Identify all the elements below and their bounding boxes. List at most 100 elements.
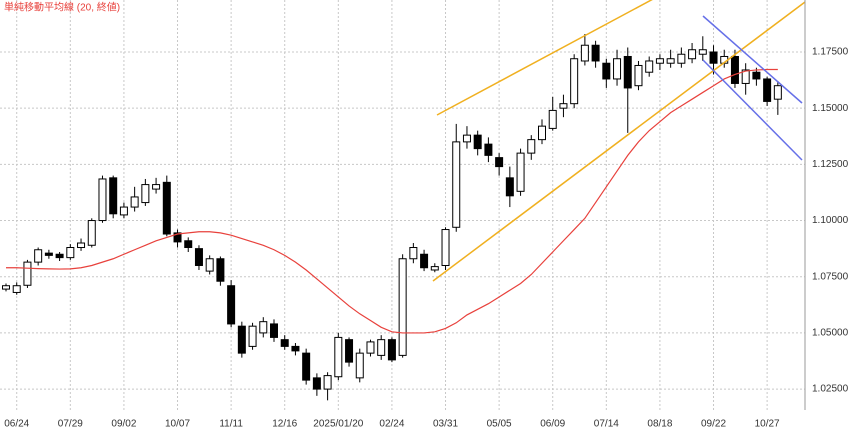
candle-body: [666, 58, 675, 64]
candle-body: [538, 125, 546, 141]
candle-body: [763, 78, 772, 102]
candle-body: [741, 69, 750, 84]
candle-body: [441, 229, 450, 266]
candle-body: [302, 352, 311, 381]
y-tick-label: 1.02500: [812, 384, 849, 395]
y-tick-label: 1.17500: [812, 47, 849, 58]
candle-body: [334, 336, 343, 378]
candle-body: [44, 252, 53, 256]
candle-body: [559, 103, 568, 109]
candle-body: [248, 325, 257, 347]
candle-body: [613, 58, 622, 80]
trend-line: [702, 15, 803, 104]
candle-body: [162, 181, 171, 235]
candle-body: [119, 206, 128, 216]
candle-body: [484, 143, 493, 156]
candle-body: [227, 285, 236, 325]
y-tick-label: 1.12500: [812, 159, 849, 170]
trend-line: [702, 59, 803, 161]
candle-body: [570, 58, 579, 105]
candle-body: [291, 345, 300, 352]
grid: [0, 0, 805, 410]
x-tick-label: 09/02: [111, 419, 136, 430]
x-tick-label: 07/14: [594, 419, 619, 430]
candle-body: [580, 44, 589, 62]
candle-body: [312, 377, 321, 390]
y-tick-label: 1.20000: [812, 0, 849, 1]
x-tick-label: 12/16: [272, 419, 297, 430]
candle-body: [280, 339, 289, 347]
x-tick-label: 05/05: [487, 419, 512, 430]
x-tick-label: 11/11: [219, 419, 243, 430]
candle-body: [623, 55, 632, 89]
candle-body: [688, 49, 697, 60]
candle-body: [55, 253, 64, 259]
candle-body: [505, 177, 514, 197]
y-tick-label: 1.07500: [812, 271, 849, 282]
candle-body: [473, 134, 482, 150]
y-tick-label: 1.15000: [812, 103, 849, 114]
marks: [2, 34, 782, 401]
candle-body: [34, 249, 43, 263]
candle-body: [194, 248, 203, 266]
x-tick-label: 03/31: [433, 419, 458, 430]
x-tick-label: 06/24: [4, 419, 29, 430]
candle-body: [602, 62, 611, 80]
candle-body: [2, 285, 10, 290]
candle-body: [270, 323, 278, 338]
candle-body: [87, 220, 96, 246]
y-tick-label: 1.10000: [812, 215, 849, 226]
candle-body: [366, 341, 375, 354]
candle-body: [645, 60, 654, 73]
candle-body: [677, 53, 686, 64]
candle-body: [752, 71, 761, 80]
candle-body: [709, 51, 718, 64]
candle-body: [516, 152, 525, 192]
candle-body: [130, 196, 139, 208]
candle-body: [23, 261, 32, 286]
candle-body: [109, 177, 118, 215]
trend-line: [436, 0, 653, 116]
candle-body: [398, 258, 407, 356]
x-tick-label: 06/09: [540, 419, 565, 430]
candle-body: [141, 184, 150, 204]
candle-body: [216, 258, 225, 282]
trend-lines: [432, 0, 806, 282]
candle-body: [205, 258, 214, 272]
trend-line: [432, 1, 806, 282]
candle-body: [634, 64, 643, 87]
x-tick-label: 2025/01/20: [313, 419, 363, 430]
candle-body: [548, 109, 557, 129]
candle-body: [655, 58, 664, 64]
x-tick-label: 10/07: [165, 419, 190, 430]
candle-body: [12, 285, 21, 293]
candle-body: [591, 44, 600, 62]
x-tick-label: 02/24: [379, 419, 404, 430]
candle-body: [237, 325, 246, 354]
x-tick-label: 09/22: [701, 419, 726, 430]
candle-body: [152, 184, 161, 190]
candle-body: [377, 339, 386, 356]
candle-body: [430, 266, 439, 271]
candle-body: [387, 339, 396, 361]
candle-body: [420, 253, 429, 269]
candle-body: [77, 242, 86, 249]
candle-body: [98, 178, 107, 222]
candle-body: [173, 232, 182, 243]
x-tick-label: 07/29: [58, 419, 83, 430]
y-tick-label: 1.05000: [812, 328, 849, 339]
candle-body: [730, 55, 739, 84]
candle-body: [259, 321, 268, 334]
x-tick-label: 08/18: [647, 419, 672, 430]
candle-body: [66, 247, 75, 259]
candle-body: [698, 49, 707, 55]
candle-body: [462, 134, 471, 143]
candle-body: [773, 85, 782, 100]
candle-body: [495, 157, 504, 168]
candle-body: [452, 141, 461, 228]
candle-body: [184, 240, 193, 249]
candle-body: [345, 339, 354, 363]
candle-body: [409, 247, 418, 260]
